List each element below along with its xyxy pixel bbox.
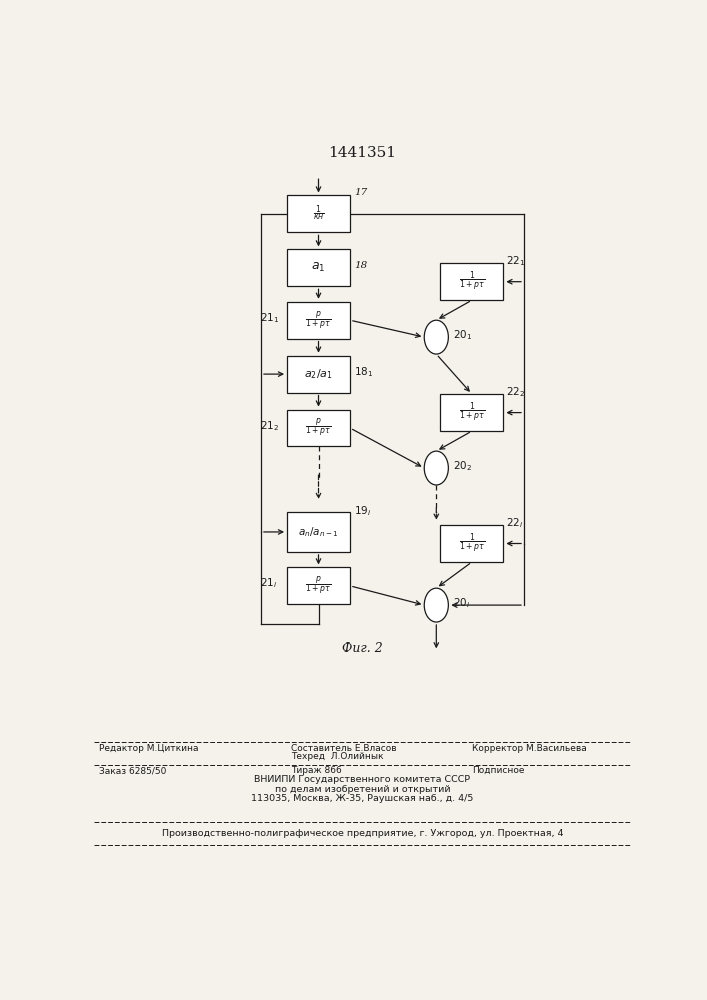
Text: Фиг. 2: Фиг. 2 xyxy=(342,642,382,655)
Text: 113035, Москва, Ж-35, Раушская наб., д. 4/5: 113035, Москва, Ж-35, Раушская наб., д. … xyxy=(251,794,474,803)
Text: $\frac{p}{1+p\tau}$: $\frac{p}{1+p\tau}$ xyxy=(305,417,332,439)
Circle shape xyxy=(424,451,448,485)
Text: Подписное: Подписное xyxy=(472,766,525,775)
Text: Тираж 866: Тираж 866 xyxy=(291,766,342,775)
FancyBboxPatch shape xyxy=(440,394,503,431)
FancyBboxPatch shape xyxy=(287,512,350,552)
Text: 18: 18 xyxy=(354,261,368,270)
FancyBboxPatch shape xyxy=(440,263,503,300)
Text: $19_i$: $19_i$ xyxy=(354,504,372,518)
Text: 17: 17 xyxy=(354,188,368,197)
Circle shape xyxy=(424,588,448,622)
Text: Заказ 6285/50: Заказ 6285/50 xyxy=(99,766,167,775)
FancyBboxPatch shape xyxy=(287,195,350,232)
FancyBboxPatch shape xyxy=(440,525,503,562)
Text: $22_i$: $22_i$ xyxy=(506,516,523,530)
Text: Редактор М.Циткина: Редактор М.Циткина xyxy=(99,744,199,753)
Text: $\frac{1}{1+p\tau}$: $\frac{1}{1+p\tau}$ xyxy=(459,531,485,556)
FancyBboxPatch shape xyxy=(287,567,350,604)
Text: $20_2$: $20_2$ xyxy=(452,459,472,473)
Circle shape xyxy=(424,320,448,354)
Text: Техред  Л.Олийнык: Техред Л.Олийнык xyxy=(291,752,384,761)
Text: Корректор М.Васильева: Корректор М.Васильева xyxy=(472,744,587,753)
Text: $a_2/a_1$: $a_2/a_1$ xyxy=(304,367,333,381)
Text: ВНИИПИ Государственного комитета СССР: ВНИИПИ Государственного комитета СССР xyxy=(255,775,470,784)
Text: $18_1$: $18_1$ xyxy=(354,365,374,379)
FancyBboxPatch shape xyxy=(287,410,350,446)
Text: Производственно-полиграфическое предприятие, г. Ужгород, ул. Проектная, 4: Производственно-полиграфическое предприя… xyxy=(162,829,563,838)
FancyBboxPatch shape xyxy=(287,356,350,393)
Text: по делам изобретений и открытий: по делам изобретений и открытий xyxy=(274,785,450,794)
Text: $\frac{p}{1+p\tau}$: $\frac{p}{1+p\tau}$ xyxy=(305,309,332,332)
Text: $a_1$: $a_1$ xyxy=(311,261,326,274)
Text: $\frac{1}{кн}$: $\frac{1}{кн}$ xyxy=(312,204,325,224)
Text: $20_i$: $20_i$ xyxy=(452,596,470,610)
Text: $22_2$: $22_2$ xyxy=(506,385,525,399)
Text: $\frac{1}{1+p\tau}$: $\frac{1}{1+p\tau}$ xyxy=(459,270,485,294)
Text: $\frac{p}{1+p\tau}$: $\frac{p}{1+p\tau}$ xyxy=(305,574,332,597)
Text: $21_2$: $21_2$ xyxy=(259,419,279,433)
FancyBboxPatch shape xyxy=(287,249,350,286)
FancyBboxPatch shape xyxy=(287,302,350,339)
Text: $22_1$: $22_1$ xyxy=(506,254,525,268)
Text: $21_i$: $21_i$ xyxy=(259,577,277,590)
Text: $a_n/a_{n-1}$: $a_n/a_{n-1}$ xyxy=(298,525,339,539)
Text: $\frac{1}{1+p\tau}$: $\frac{1}{1+p\tau}$ xyxy=(459,401,485,425)
Text: 1441351: 1441351 xyxy=(328,146,397,160)
Text: Составитель Е.Власов: Составитель Е.Власов xyxy=(291,744,397,753)
Text: $21_1$: $21_1$ xyxy=(259,311,279,325)
Text: $20_1$: $20_1$ xyxy=(452,328,472,342)
